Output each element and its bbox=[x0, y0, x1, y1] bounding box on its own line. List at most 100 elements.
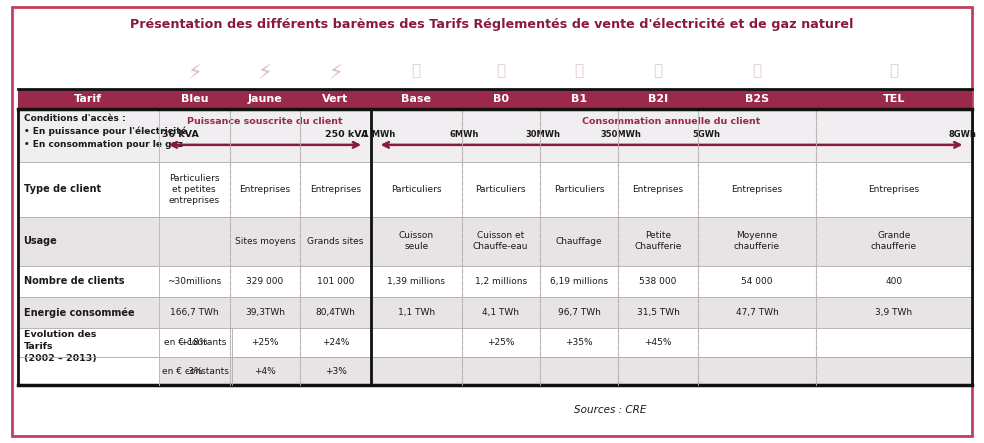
Bar bbox=[540, 266, 618, 297]
Text: Bleu: Bleu bbox=[180, 93, 208, 104]
Text: +4%: +4% bbox=[254, 366, 276, 376]
Text: 47,7 TWh: 47,7 TWh bbox=[736, 308, 778, 317]
Bar bbox=[816, 89, 972, 109]
Bar bbox=[159, 217, 229, 266]
Text: TEL: TEL bbox=[883, 93, 905, 104]
Text: 1,2 millions: 1,2 millions bbox=[474, 277, 526, 286]
Bar bbox=[229, 357, 300, 385]
Bar bbox=[699, 357, 816, 385]
Text: Présentation des différents barèmes des Tarifs Réglementés de vente d'électricit: Présentation des différents barèmes des … bbox=[130, 18, 854, 31]
Bar bbox=[371, 357, 461, 385]
Bar bbox=[618, 328, 699, 357]
Bar bbox=[461, 162, 540, 217]
Text: 6MWh: 6MWh bbox=[450, 130, 479, 139]
Text: ⚡: ⚡ bbox=[329, 63, 342, 83]
Bar bbox=[540, 217, 618, 266]
Text: Usage: Usage bbox=[24, 237, 57, 246]
Text: +18%: +18% bbox=[180, 338, 208, 347]
Text: ⚡: ⚡ bbox=[187, 63, 202, 83]
Bar bbox=[159, 89, 229, 109]
Text: 🔥: 🔥 bbox=[496, 63, 505, 78]
Bar bbox=[18, 297, 159, 328]
Bar bbox=[18, 109, 159, 162]
Text: Entreprises: Entreprises bbox=[310, 185, 361, 194]
Text: en € constants: en € constants bbox=[162, 366, 229, 376]
Text: en € courants: en € courants bbox=[164, 338, 226, 347]
Bar bbox=[371, 266, 461, 297]
Bar bbox=[300, 357, 371, 385]
Text: +25%: +25% bbox=[487, 338, 515, 347]
Bar bbox=[461, 297, 540, 328]
Text: +24%: +24% bbox=[322, 338, 349, 347]
Bar bbox=[18, 162, 159, 217]
Text: Petite
Chaufferie: Petite Chaufferie bbox=[635, 231, 682, 252]
Text: Energie consommée: Energie consommée bbox=[24, 307, 134, 318]
Text: 3,9 TWh: 3,9 TWh bbox=[876, 308, 912, 317]
Text: Entreprises: Entreprises bbox=[868, 185, 919, 194]
Text: 🔥: 🔥 bbox=[890, 63, 898, 78]
Bar bbox=[618, 217, 699, 266]
Bar bbox=[461, 357, 540, 385]
Bar bbox=[159, 328, 232, 357]
Text: Puissance souscrite du client: Puissance souscrite du client bbox=[187, 117, 342, 125]
Text: +35%: +35% bbox=[565, 338, 592, 347]
Bar bbox=[229, 266, 300, 297]
Bar bbox=[699, 266, 816, 297]
Bar bbox=[159, 162, 229, 217]
Text: Evolution des
Tarifs
(2002 – 2013): Evolution des Tarifs (2002 – 2013) bbox=[24, 330, 96, 363]
Text: 5GWh: 5GWh bbox=[692, 130, 720, 139]
Bar bbox=[159, 357, 229, 385]
Bar bbox=[540, 357, 618, 385]
Text: Tarif: Tarif bbox=[74, 93, 102, 104]
Bar bbox=[618, 162, 699, 217]
Text: 39,3TWh: 39,3TWh bbox=[245, 308, 285, 317]
Bar bbox=[371, 217, 461, 266]
Bar bbox=[699, 297, 816, 328]
Bar bbox=[300, 328, 371, 357]
Bar bbox=[816, 297, 972, 328]
Text: B2I: B2I bbox=[648, 93, 668, 104]
Bar bbox=[300, 89, 371, 109]
Text: Particuliers: Particuliers bbox=[391, 185, 442, 194]
Bar bbox=[816, 217, 972, 266]
Bar bbox=[159, 357, 232, 385]
Bar bbox=[816, 328, 972, 357]
Text: 4,1 TWh: 4,1 TWh bbox=[482, 308, 520, 317]
Text: Particuliers: Particuliers bbox=[475, 185, 525, 194]
Text: Jaune: Jaune bbox=[248, 93, 282, 104]
Bar bbox=[618, 357, 699, 385]
Bar bbox=[618, 89, 699, 109]
Bar bbox=[229, 328, 300, 357]
Text: 350MWh: 350MWh bbox=[600, 130, 642, 139]
Bar bbox=[699, 217, 816, 266]
Text: 101 000: 101 000 bbox=[317, 277, 354, 286]
Bar bbox=[229, 89, 300, 109]
Bar bbox=[540, 328, 618, 357]
Text: Grande
chaufferie: Grande chaufferie bbox=[871, 231, 917, 252]
Text: 🔥: 🔥 bbox=[575, 63, 584, 78]
Text: 🔥: 🔥 bbox=[411, 63, 421, 78]
Text: Conditions d'accès :
• En puissance pour l'électricité
• En consommation pour le: Conditions d'accès : • En puissance pour… bbox=[24, 114, 186, 148]
Bar bbox=[159, 109, 371, 162]
Bar bbox=[229, 217, 300, 266]
Bar bbox=[159, 266, 229, 297]
Bar bbox=[618, 266, 699, 297]
Text: Moyenne
chaufferie: Moyenne chaufferie bbox=[734, 231, 780, 252]
Text: Cuisson et
Chauffe-eau: Cuisson et Chauffe-eau bbox=[473, 231, 528, 252]
Bar bbox=[371, 328, 461, 357]
Bar bbox=[540, 297, 618, 328]
Text: Sources : CRE: Sources : CRE bbox=[574, 405, 646, 415]
Text: Entreprises: Entreprises bbox=[633, 185, 684, 194]
Text: 538 000: 538 000 bbox=[640, 277, 677, 286]
Text: B1: B1 bbox=[571, 93, 587, 104]
Text: ~30millions: ~30millions bbox=[167, 277, 221, 286]
Text: +25%: +25% bbox=[251, 338, 278, 347]
Text: 250 kVA: 250 kVA bbox=[325, 130, 368, 139]
Text: 36 kVA: 36 kVA bbox=[162, 130, 199, 139]
Bar bbox=[229, 162, 300, 217]
Text: Entreprises: Entreprises bbox=[731, 185, 782, 194]
Bar bbox=[18, 89, 159, 109]
Bar bbox=[816, 357, 972, 385]
Bar bbox=[461, 217, 540, 266]
Bar bbox=[159, 297, 229, 328]
